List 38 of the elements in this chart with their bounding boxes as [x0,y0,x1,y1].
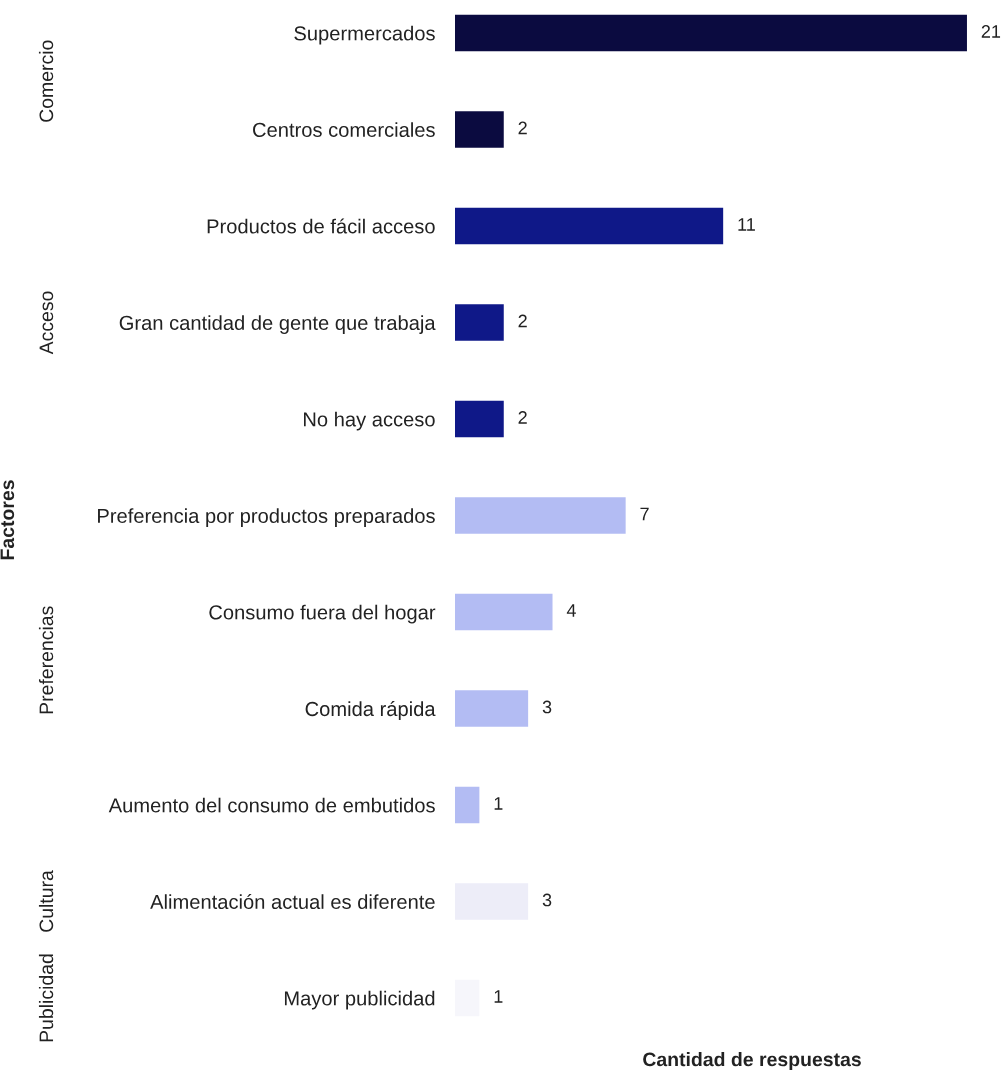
bar [455,690,529,727]
bar [455,111,504,148]
data-label: 3 [542,893,552,907]
data-label: 7 [640,507,649,521]
y-tick-label: Supermercados [294,25,435,45]
data-label: 4 [566,604,576,617]
y-tick-label: Alimentación actual es diferente [150,893,435,910]
y-tick-label: No hay acceso [304,411,435,431]
data-label: 1 [494,797,503,810]
y-tick-label: Preferencia por productos preparados [98,508,435,527]
bar [455,497,626,534]
data-label: 21 [981,25,1001,38]
bar [455,400,504,438]
data-label: 1 [494,990,503,1003]
y-tick-label: Aumento del consumo de embutidos [108,797,435,813]
text: Preferencias [38,606,54,714]
text: Acceso [39,291,54,355]
y-tick-label: Mayor publicidad [284,990,435,1010]
data-label: 2 [518,314,527,328]
y-tick-label: Comida rápida [305,701,436,721]
x-axis-title: Cantidad de respuestas [643,1052,861,1070]
bar [455,14,967,52]
bar [455,304,504,341]
data-label: 2 [518,411,527,424]
y-tick-label: Consumo fuera del hogar [209,604,436,624]
data-label: 2 [518,121,527,135]
text: Publicidad [38,954,54,1042]
text: Cultura [38,870,54,932]
y-tick-label: Productos de fácil acceso [207,218,435,234]
y-tick-label: Centros comerciales [253,122,435,137]
y-axis-title: Factores [0,480,15,560]
data-label: 11 [738,218,755,231]
y-tick-label: Gran cantidad de gente que trabaja [119,315,436,334]
bar [455,593,553,631]
bar [455,786,480,824]
bar [455,207,724,245]
text: Comercio [38,40,54,122]
data-label: 3 [542,700,552,714]
